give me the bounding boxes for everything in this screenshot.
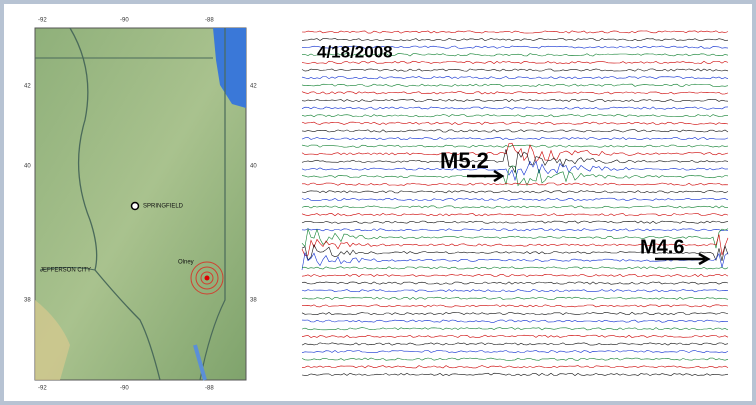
- event-label: M5.2: [440, 148, 489, 173]
- map: SPRINGFIELD Olney JEFFERSON CITY -92 -92 -…: [24, 18, 257, 392]
- event-label: M4.6: [640, 236, 684, 258]
- place-label: JEFFERSON CITY: [40, 268, 91, 274]
- seismogram: [300, 25, 730, 390]
- place-label: Olney: [178, 260, 194, 266]
- place-label: SPRINGFIELD: [143, 204, 184, 210]
- map-tick-label: 42: [250, 84, 257, 90]
- date-label: 4/18/2008: [317, 42, 393, 61]
- map-tick-label: 40: [24, 164, 31, 170]
- map-tick-label: -88: [205, 386, 214, 392]
- map-tick-label: -90: [120, 18, 129, 24]
- map-tick-label: 38: [24, 298, 31, 304]
- map-tick-label: -92: [38, 386, 47, 392]
- map-tick-label: 42: [24, 84, 31, 90]
- map-tick-label: 38: [250, 298, 257, 304]
- map-tick-label: -88: [205, 18, 214, 24]
- map-tick-label: -92: [38, 18, 47, 24]
- figure: SPRINGFIELD Olney JEFFERSON CITY -92 -92 -…: [0, 0, 756, 405]
- city-marker: [132, 203, 139, 210]
- epicenter: [205, 276, 210, 281]
- map-tick-label: -90: [120, 386, 129, 392]
- map-tick-label: 40: [250, 164, 257, 170]
